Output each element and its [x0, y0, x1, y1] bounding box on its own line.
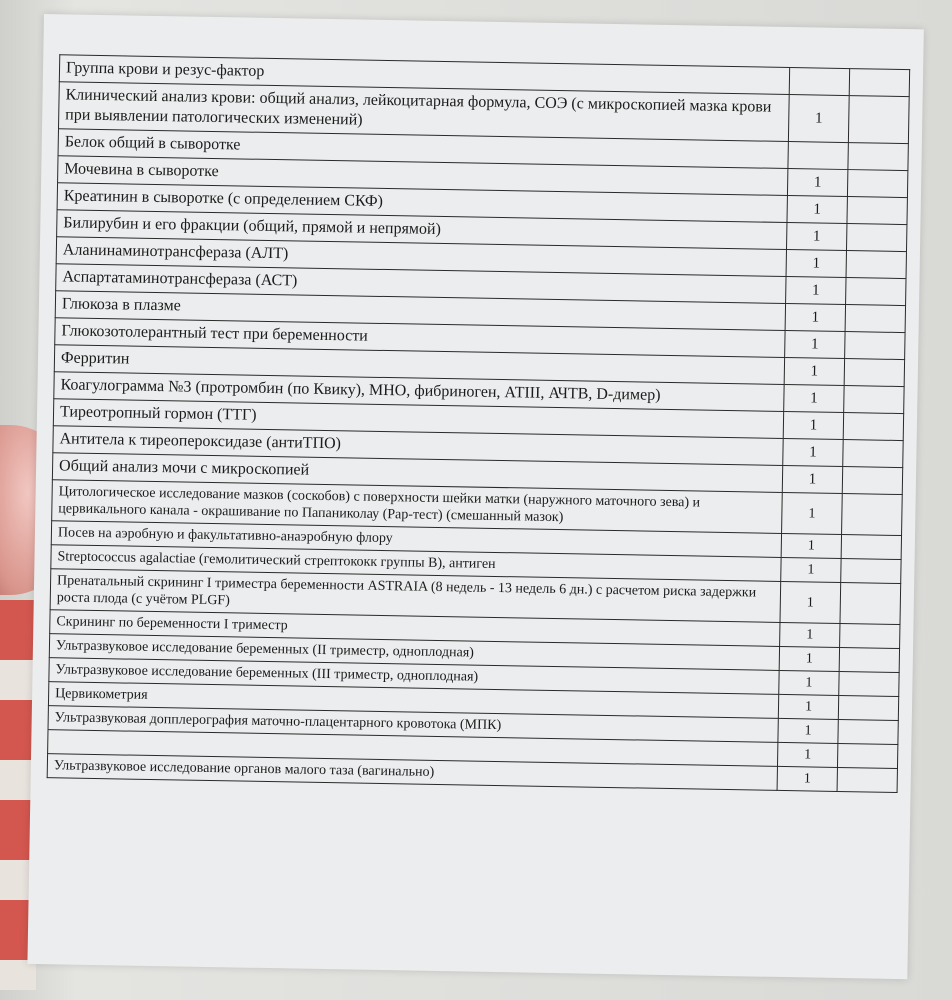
services-table: Группа крови и резус-фактор Клинический а… [47, 54, 911, 793]
empty-cell [837, 719, 899, 745]
empty-cell [847, 142, 909, 171]
empty-cell [840, 558, 902, 584]
empty-cell [839, 647, 900, 673]
service-quantity: 1 [782, 465, 843, 494]
empty-cell [845, 304, 906, 333]
empty-cell [841, 493, 903, 536]
service-quantity: 1 [785, 276, 847, 305]
empty-cell [838, 695, 899, 721]
empty-cell [849, 68, 910, 97]
service-quantity: 1 [779, 581, 841, 624]
empty-cell [837, 743, 898, 769]
empty-cell [844, 358, 905, 387]
service-quantity: 1 [778, 670, 840, 696]
empty-cell [845, 277, 907, 306]
service-quantity: 1 [784, 357, 845, 386]
empty-cell [842, 466, 903, 495]
empty-cell [848, 95, 910, 144]
service-quantity: 1 [782, 438, 844, 467]
service-quantity: 1 [781, 533, 842, 559]
service-quantity: 1 [787, 168, 848, 197]
service-quantity: 1 [784, 330, 846, 359]
service-quantity [789, 67, 850, 96]
service-quantity: 1 [779, 622, 840, 648]
empty-cell [843, 385, 905, 414]
service-quantity: 1 [783, 384, 845, 413]
empty-cell [844, 331, 906, 360]
service-quantity: 1 [779, 646, 840, 672]
empty-cell [837, 767, 898, 793]
empty-cell [846, 196, 908, 225]
service-quantity [787, 141, 849, 170]
empty-cell [839, 623, 900, 649]
empty-cell [841, 534, 902, 560]
empty-cell [843, 412, 904, 441]
service-quantity: 1 [777, 742, 838, 768]
empty-cell [838, 671, 900, 697]
service-quantity: 1 [785, 303, 846, 332]
service-quantity: 1 [781, 492, 843, 535]
service-quantity: 1 [780, 557, 842, 583]
paper-sheet: Группа крови и резус-фактор Клинический а… [27, 14, 924, 980]
service-quantity: 1 [786, 249, 847, 278]
service-quantity: 1 [788, 94, 850, 143]
empty-cell [842, 439, 904, 468]
empty-cell [846, 223, 907, 252]
service-quantity: 1 [777, 766, 838, 792]
empty-cell [839, 582, 901, 625]
service-quantity: 1 [786, 222, 847, 251]
service-quantity: 1 [778, 694, 839, 720]
service-quantity: 1 [786, 195, 848, 224]
service-quantity: 1 [783, 411, 844, 440]
empty-cell [847, 169, 908, 198]
service-quantity: 1 [777, 718, 839, 744]
empty-cell [846, 250, 907, 279]
